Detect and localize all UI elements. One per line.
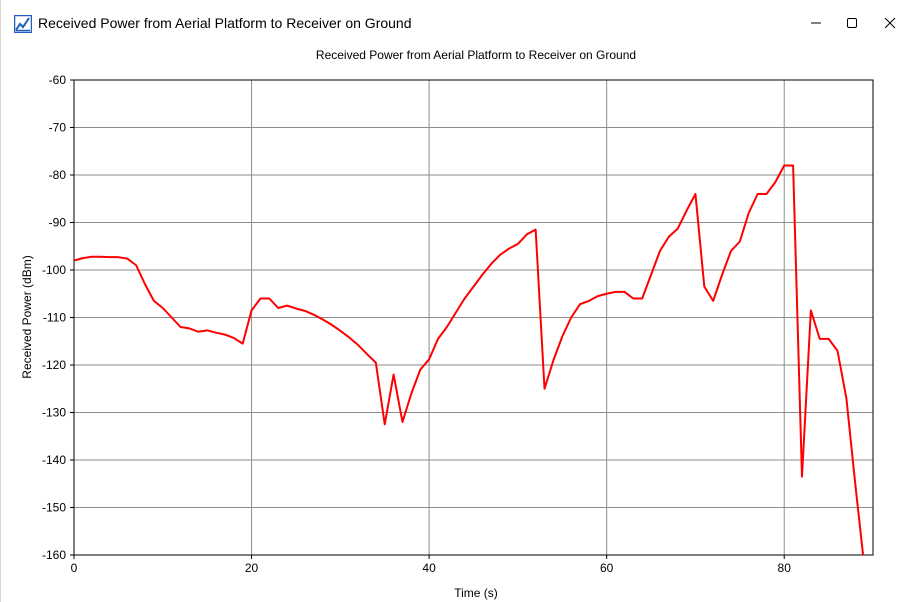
y-axis-label: Received Power (dBm) xyxy=(20,255,34,378)
x-tick-label: 60 xyxy=(600,561,614,575)
y-tick-label: -110 xyxy=(43,311,66,325)
y-tick-label: -60 xyxy=(49,73,67,87)
y-tick-label: -120 xyxy=(42,358,66,372)
y-tick-label: -130 xyxy=(42,406,66,420)
title-bar[interactable]: Received Power from Aerial Platform to R… xyxy=(1,0,907,44)
maximize-button[interactable] xyxy=(829,8,875,38)
x-tick-label: 20 xyxy=(245,561,259,575)
maximize-icon xyxy=(847,18,857,28)
y-tick-label: -140 xyxy=(42,453,66,467)
window-title: Received Power from Aerial Platform to R… xyxy=(38,15,412,31)
minimize-button[interactable] xyxy=(793,8,839,38)
close-icon xyxy=(884,17,896,29)
close-button[interactable] xyxy=(867,8,907,38)
y-tick-label: -80 xyxy=(49,168,67,182)
y-tick-label: -160 xyxy=(42,548,66,562)
series-layer xyxy=(74,164,865,555)
x-axis-label: Time (s) xyxy=(454,586,498,600)
y-tick-label: -100 xyxy=(42,263,66,277)
y-tick-label: -90 xyxy=(49,216,67,230)
x-axis-ticks: 0 20 40 60 80 xyxy=(71,555,792,575)
chart-app-icon xyxy=(14,15,32,33)
x-tick-label: 80 xyxy=(778,561,792,575)
y-tick-label: -150 xyxy=(42,501,66,515)
received-power-line xyxy=(74,164,865,555)
y-tick-label: -70 xyxy=(49,121,67,135)
y-axis-ticks: -160 -150 -140 -130 -120 -110 -100 -90 -80 -70 -60 xyxy=(42,73,74,562)
x-tick-label: 40 xyxy=(422,561,436,575)
x-tick-label: 0 xyxy=(71,561,78,575)
minimize-icon xyxy=(811,22,821,24)
chart-title: Received Power from Aerial Platform to R… xyxy=(316,48,636,62)
grid-lines xyxy=(73,79,873,556)
